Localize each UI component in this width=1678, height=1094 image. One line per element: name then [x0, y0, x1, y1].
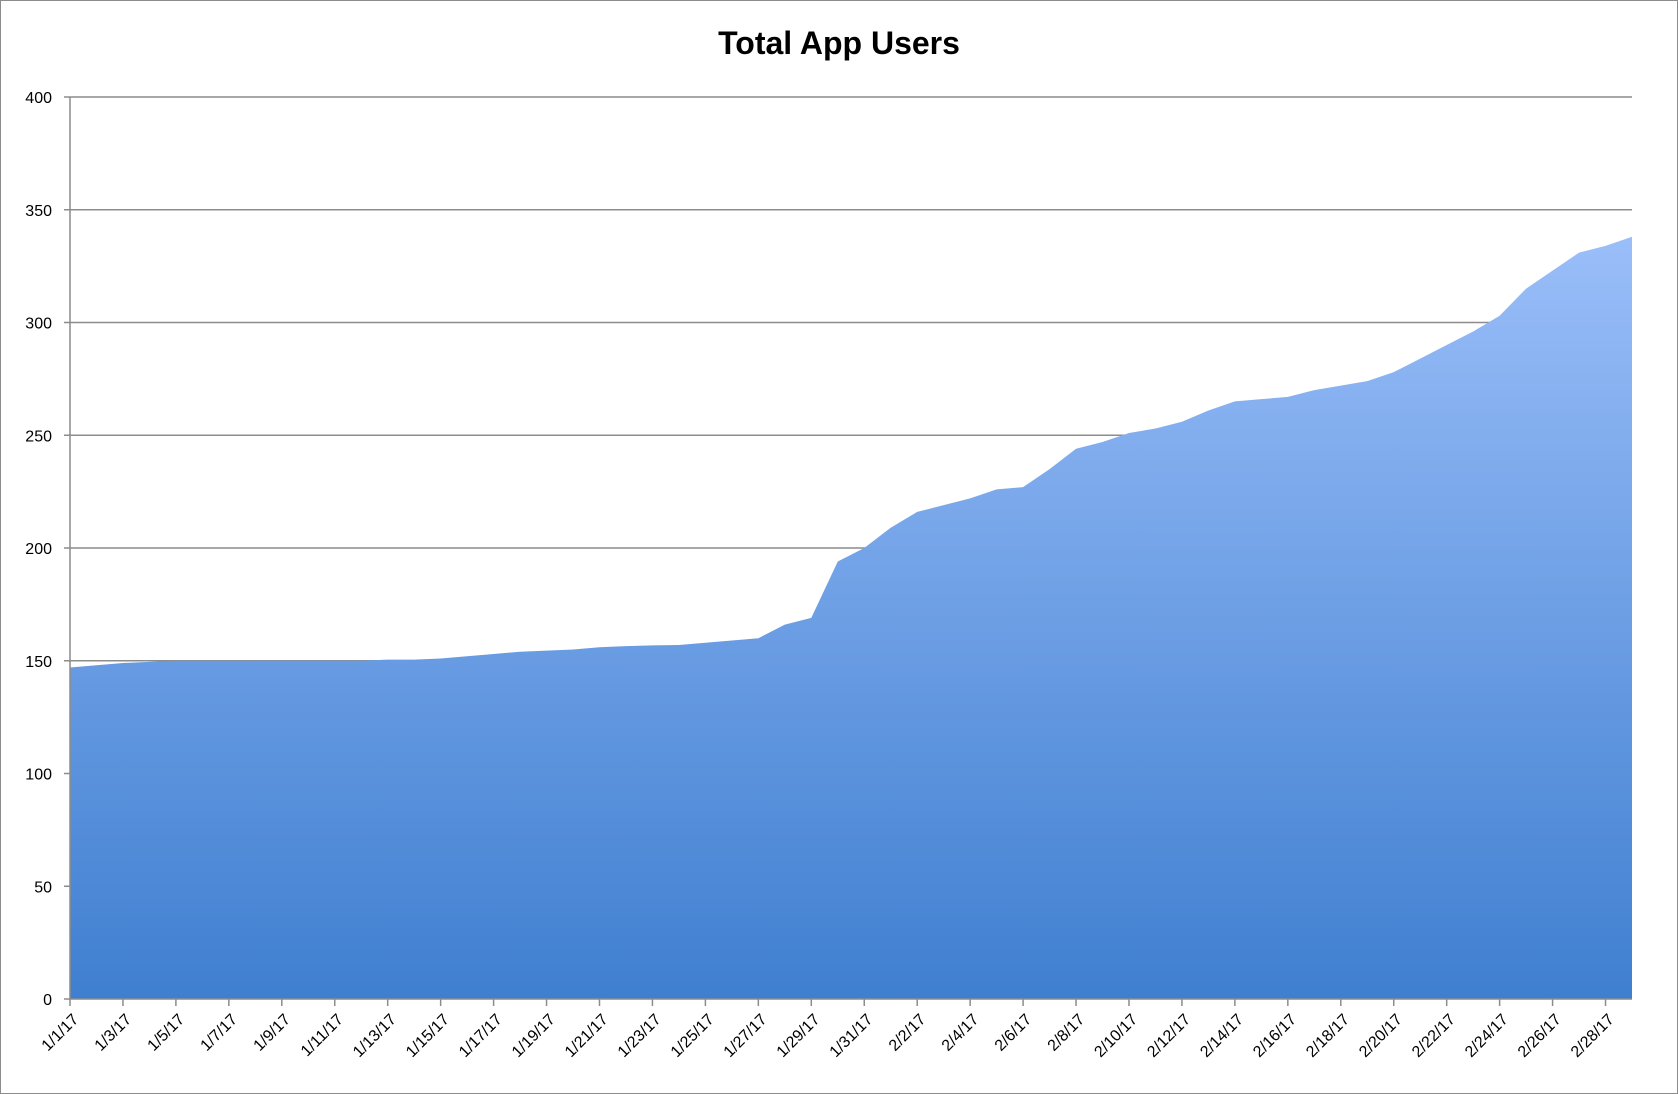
- x-tick-label-2/8/17: 2/8/17: [1045, 1011, 1089, 1055]
- x-tick-label-1/5/17: 1/5/17: [145, 1011, 189, 1055]
- x-tick-label-1/7/17: 1/7/17: [198, 1011, 242, 1055]
- x-tick-label-1/1/17: 1/1/17: [39, 1011, 83, 1055]
- x-tick-labels: 1/1/17 1/3/17 1/5/17 1/7/17 1/9/17 1/11/17 1/1…: [39, 1011, 1618, 1061]
- x-tick-label-2/4/17: 2/4/17: [939, 1011, 983, 1055]
- x-tick-label-2/24/17: 2/24/17: [1462, 1011, 1512, 1061]
- y-tick-label-250: 250: [25, 428, 52, 445]
- x-tick-label-2/28/17: 2/28/17: [1568, 1011, 1618, 1061]
- y-tick-label-50: 50: [34, 879, 52, 896]
- y-tick-label-100: 100: [25, 767, 52, 784]
- x-tick-label-1/19/17: 1/19/17: [509, 1011, 559, 1061]
- x-tick-label-1/27/17: 1/27/17: [721, 1011, 771, 1061]
- x-tick-label-1/31/17: 1/31/17: [827, 1011, 877, 1061]
- x-tick-label-2/16/17: 2/16/17: [1250, 1011, 1300, 1061]
- x-tick-label-1/11/17: 1/11/17: [298, 1011, 347, 1060]
- x-tick-label-1/3/17: 1/3/17: [92, 1011, 136, 1055]
- x-tick-label-1/25/17: 1/25/17: [668, 1011, 718, 1061]
- x-tick-label-1/21/17: 1/21/17: [562, 1011, 612, 1061]
- area-fill: [70, 236, 1632, 999]
- y-tick-label-150: 150: [25, 654, 52, 671]
- x-tick-label-1/17/17: 1/17/17: [456, 1011, 506, 1061]
- y-tick-label-300: 300: [25, 316, 52, 333]
- x-tick-label-1/15/17: 1/15/17: [403, 1011, 453, 1061]
- y-tick-label-350: 350: [25, 203, 52, 220]
- x-tick-label-2/18/17: 2/18/17: [1303, 1011, 1353, 1061]
- x-tick-label-1/9/17: 1/9/17: [251, 1011, 295, 1055]
- x-tick-label-2/14/17: 2/14/17: [1197, 1011, 1247, 1061]
- x-tick-label-2/22/17: 2/22/17: [1409, 1011, 1459, 1061]
- y-tick-label-0: 0: [43, 992, 52, 1009]
- y-tick-label-200: 200: [25, 541, 52, 558]
- x-tick-label-2/26/17: 2/26/17: [1515, 1011, 1565, 1061]
- axes: [64, 96, 1632, 1006]
- y-tick-labels: 0 50 100 150 200 250 300 350 400: [25, 90, 52, 1009]
- y-tick-label-400: 400: [25, 90, 52, 107]
- x-tick-label-2/20/17: 2/20/17: [1356, 1011, 1406, 1061]
- x-tick-label-2/6/17: 2/6/17: [992, 1011, 1036, 1055]
- series-area: [70, 236, 1632, 999]
- x-tick-label-2/2/17: 2/2/17: [886, 1011, 930, 1055]
- x-tick-label-1/13/17: 1/13/17: [350, 1011, 400, 1061]
- x-tick-label-2/12/17: 2/12/17: [1144, 1011, 1194, 1061]
- x-tick-label-1/23/17: 1/23/17: [615, 1011, 665, 1061]
- chart-title: Total App Users: [718, 25, 960, 61]
- x-tick-label-2/10/17: 2/10/17: [1091, 1011, 1141, 1061]
- x-tick-label-1/29/17: 1/29/17: [774, 1011, 824, 1061]
